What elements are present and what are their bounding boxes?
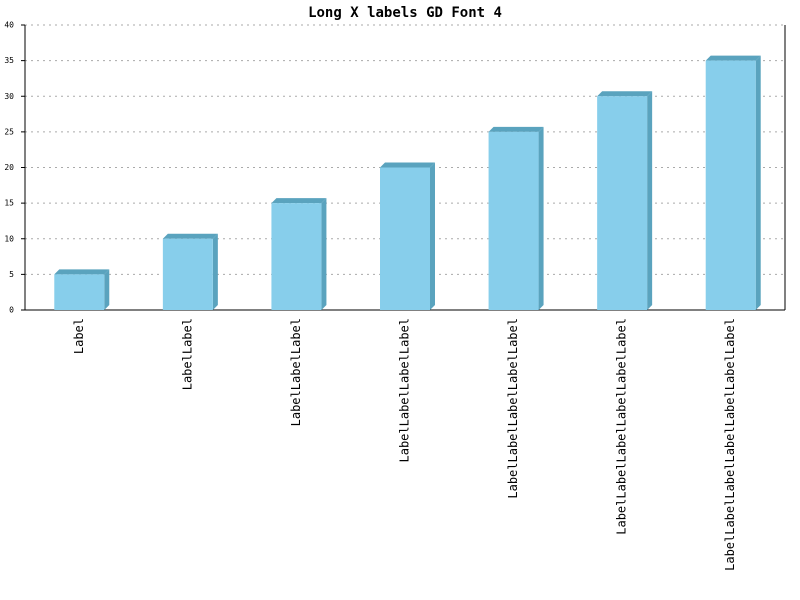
bar [597, 96, 648, 310]
bar-side [104, 269, 110, 310]
chart-title: Long X labels GD Font 4 [308, 5, 502, 21]
x-tick-label: LabelLabelLabelLabelLabel [506, 318, 520, 499]
x-tick-label: LabelLabelLabelLabelLabelLabelLabel [723, 318, 737, 571]
bar-side [212, 233, 218, 310]
bar [54, 274, 105, 310]
bar-top [162, 233, 218, 239]
bar-side [755, 55, 761, 310]
bar-top [54, 269, 110, 275]
bar-side [321, 198, 327, 310]
bar [705, 60, 756, 310]
y-tick-label: 30 [4, 92, 14, 101]
y-tick-label: 15 [4, 199, 14, 208]
x-tick-label: Label [72, 318, 86, 354]
bar-top [271, 198, 327, 204]
bar [488, 131, 539, 310]
y-tick-label: 25 [4, 127, 14, 136]
bar [271, 203, 322, 310]
x-tick-label: LabelLabelLabelLabel [398, 318, 412, 463]
y-tick-label: 35 [4, 56, 14, 65]
y-tick-label: 20 [4, 163, 14, 172]
y-tick-label: 5 [9, 270, 14, 279]
y-tick-label: 10 [4, 234, 14, 243]
bar-side [538, 126, 544, 310]
bar-top [597, 91, 653, 97]
y-tick-label: 40 [4, 21, 14, 30]
bar-top [380, 162, 435, 168]
x-tick-label: LabelLabelLabelLabelLabelLabel [615, 318, 629, 535]
y-tick-label: 0 [9, 306, 14, 315]
x-tick-label: LabelLabelLabel [289, 318, 303, 426]
bar-side [430, 162, 435, 310]
bar-side [647, 91, 653, 310]
bar-top [705, 55, 761, 61]
bar-top [488, 126, 544, 132]
bar [380, 167, 430, 310]
x-tick-label: LabelLabel [180, 318, 194, 390]
bar [162, 238, 213, 310]
